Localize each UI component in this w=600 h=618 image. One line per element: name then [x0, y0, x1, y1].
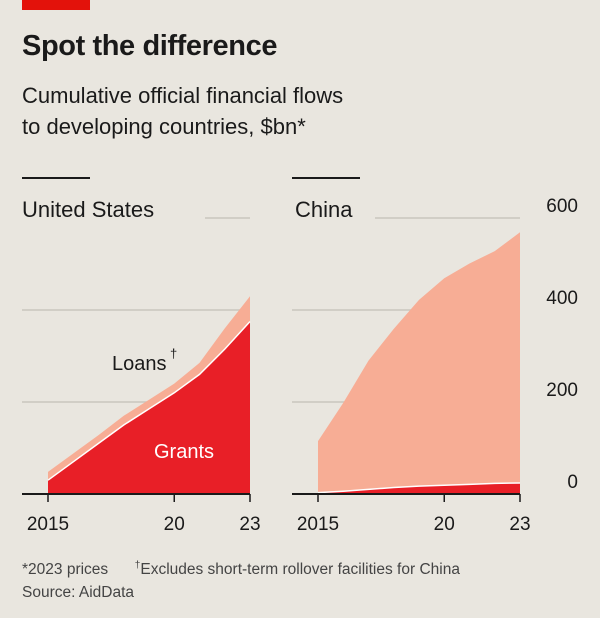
x-tick-label: 2015 [27, 514, 69, 535]
footnote-source: Source: AidData [22, 584, 135, 601]
x-tick-label: 23 [239, 514, 260, 535]
panel-title-us: United States [22, 197, 155, 222]
accent-bar [22, 0, 90, 10]
panel-title-china: China [295, 197, 353, 222]
loans-label: Loans [112, 353, 167, 375]
loans-area [48, 296, 250, 481]
y-tick-label: 0 [567, 472, 578, 493]
chart-title: Spot the difference [22, 30, 278, 62]
x-tick-label: 23 [509, 514, 530, 535]
footnote-prices: *2023 prices [22, 561, 109, 579]
grants-area [318, 482, 520, 494]
grants-boundary-line [317, 482, 521, 494]
subtitle-line-1: Cumulative official financial flows [22, 83, 344, 108]
panel-rule-us [22, 177, 90, 179]
grants-boundary-line [47, 320, 251, 481]
grants-area [48, 321, 250, 494]
loans-dagger: † [170, 346, 177, 361]
grants-label: Grants [154, 441, 214, 463]
y-tick-label: 200 [546, 380, 578, 401]
y-tick-label: 600 [546, 196, 578, 217]
panel-rule-china [292, 177, 360, 179]
chart-subtitle: Cumulative official financial flows to d… [22, 80, 582, 142]
loans-area [318, 232, 520, 493]
footnote-line: *2023 prices †Excludes short-term rollov… [22, 560, 582, 579]
footnote-rollover: Excludes short-term rollover facilities … [140, 561, 460, 579]
x-tick-label: 20 [164, 514, 185, 535]
x-tick-label: 2015 [297, 514, 339, 535]
y-tick-label: 400 [546, 288, 578, 309]
footnote-dagger: † [134, 560, 141, 571]
x-tick-label: 20 [434, 514, 455, 535]
subtitle-line-2: to developing countries, $bn* [22, 114, 306, 139]
